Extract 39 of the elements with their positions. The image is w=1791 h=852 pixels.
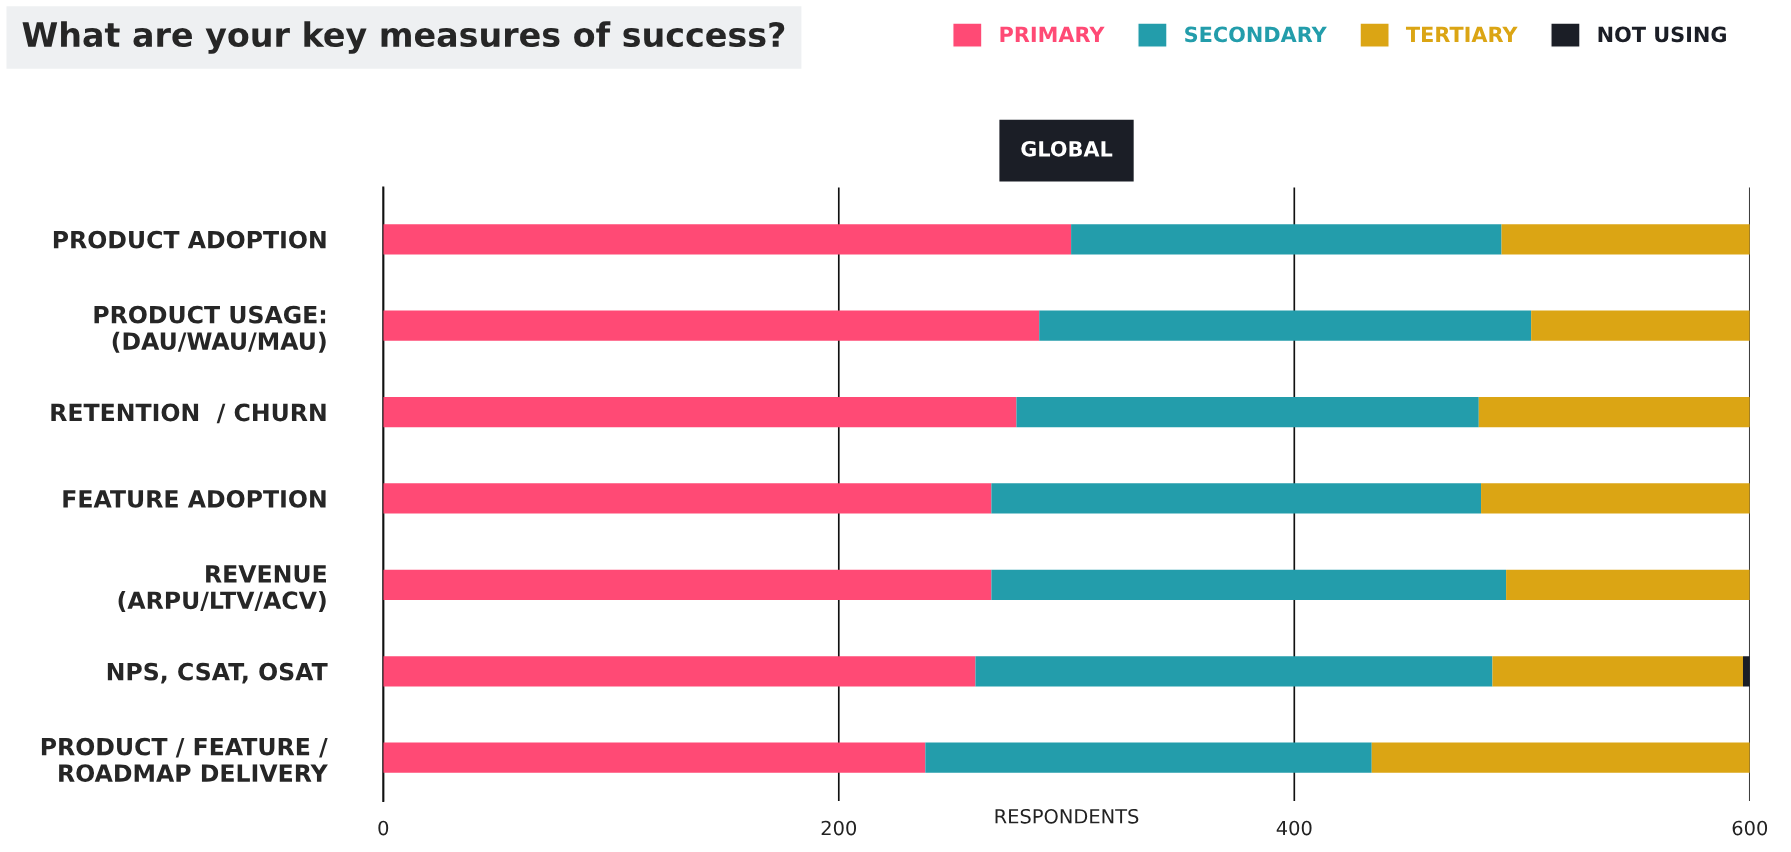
- bar: [1371, 742, 1750, 773]
- y-tick-label: PRODUCT / FEATURE / ROADMAP DELIVERY: [41, 737, 328, 782]
- bar: [383, 569, 992, 600]
- x-tick-label: 400: [1276, 820, 1312, 836]
- bar: [383, 483, 992, 514]
- x-axis-title: RESPONDENTS: [995, 808, 1139, 824]
- bar: [991, 483, 1482, 514]
- bar: [1039, 310, 1532, 341]
- bar: [383, 742, 926, 773]
- bar: [991, 569, 1507, 600]
- y-tick-label: RETENTION / CHURN: [51, 403, 326, 424]
- y-tick-label: FEATURE ADOPTION: [63, 489, 326, 508]
- bar: [1531, 310, 1750, 341]
- bar: [1478, 396, 1750, 428]
- y-tick-label: PRODUCT ADOPTION: [53, 230, 326, 249]
- chart-subtitle: GLOBAL: [1021, 140, 1113, 157]
- bar: [1481, 483, 1750, 514]
- y-tick-label: PRODUCT USAGE: (DAU/WAU/MAU): [94, 305, 326, 353]
- bar: [383, 224, 1072, 255]
- bar: [925, 742, 1372, 773]
- y-tick-label: NPS, CSAT, OSAT: [107, 662, 328, 684]
- bar: [975, 656, 1493, 687]
- bar: [1071, 224, 1502, 255]
- legend-label: NOT USING: [1598, 26, 1726, 43]
- legend-label: TERTIARY: [1405, 26, 1518, 42]
- bar: [1506, 569, 1750, 600]
- bar: [383, 396, 1017, 428]
- legend-label: PRIMARY: [1000, 26, 1105, 42]
- bar: [383, 310, 1040, 341]
- x-tick-label: 0: [378, 820, 389, 836]
- x-tick-label: 200: [821, 820, 857, 836]
- bar: [383, 656, 976, 687]
- y-tick-label: REVENUE (ARPU/LTV/ACV): [118, 565, 326, 612]
- bar: [1501, 224, 1750, 255]
- chart-title: What are your key measures of success?: [22, 21, 785, 54]
- bar: [1492, 656, 1743, 687]
- x-tick-label: 600: [1732, 820, 1768, 836]
- legend-label: SECONDARY: [1185, 26, 1327, 43]
- bar: [1016, 396, 1479, 428]
